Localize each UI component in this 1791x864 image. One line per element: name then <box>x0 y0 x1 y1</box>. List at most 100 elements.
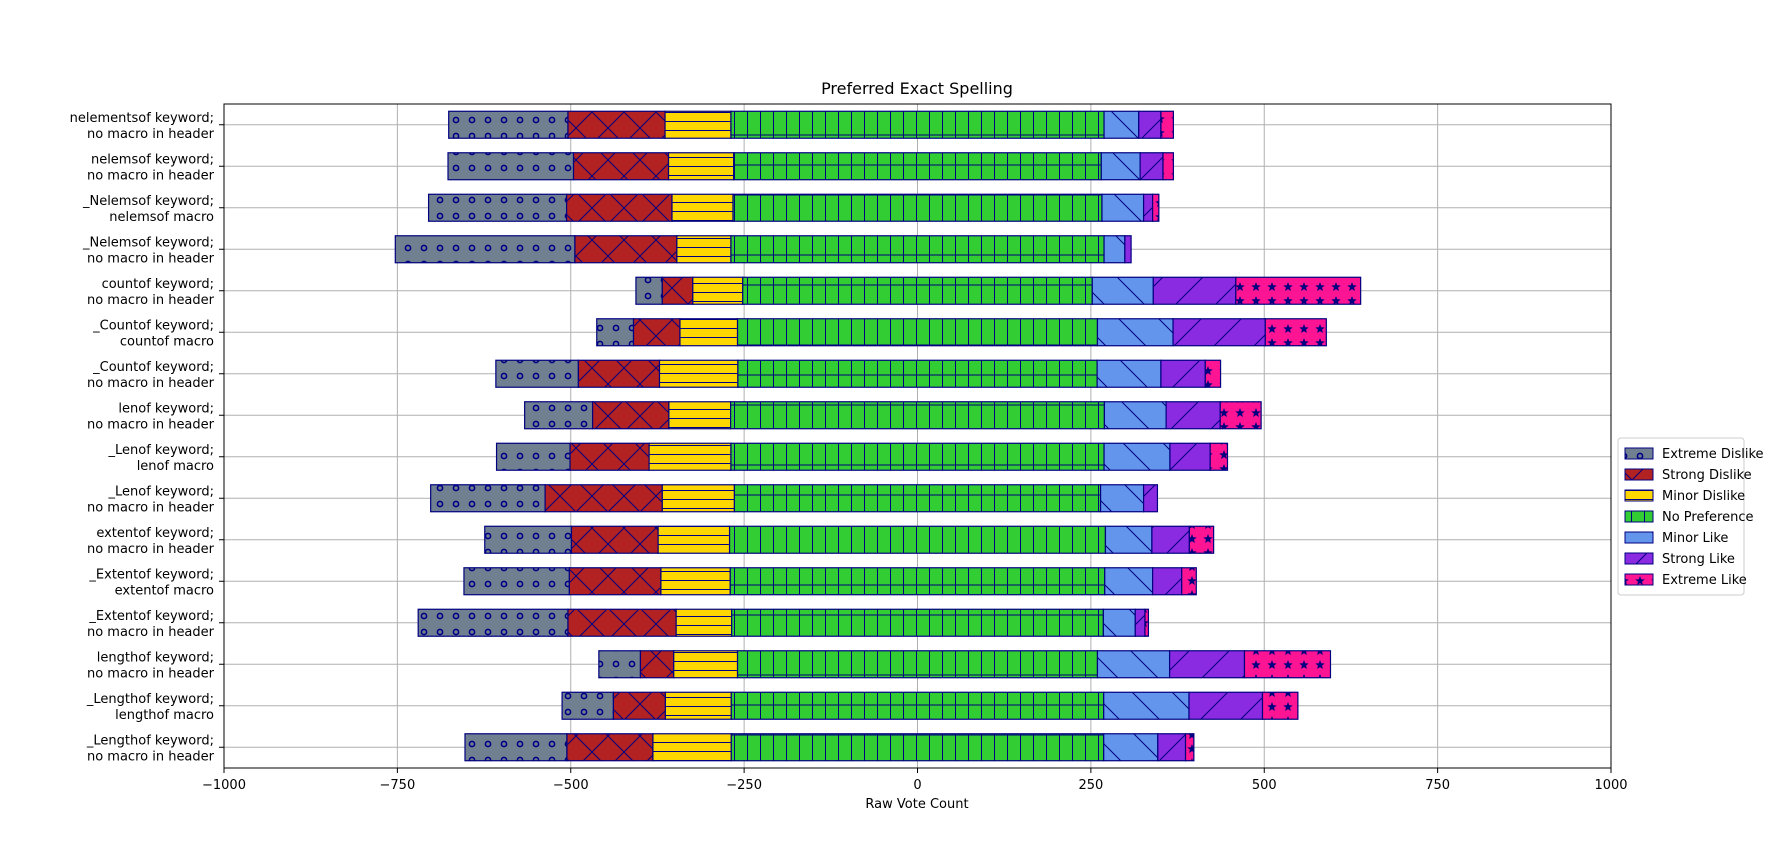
bar-segment <box>569 442 650 471</box>
bar-segment <box>673 650 739 679</box>
bar-segment <box>1103 442 1171 471</box>
bar-segment <box>484 525 573 554</box>
y-tick-label: _Nelemsof keyword; <box>82 235 214 250</box>
bar-segment <box>1235 276 1362 305</box>
bar-segment <box>1100 152 1141 181</box>
bar-segment <box>1162 152 1175 181</box>
bar-segment <box>574 235 678 264</box>
bar-segment <box>591 401 670 430</box>
bar-segment <box>1103 401 1167 430</box>
legend-label: Minor Like <box>1662 531 1728 546</box>
bar-segment <box>1188 525 1215 554</box>
bar-segment <box>639 650 675 679</box>
bar-segment <box>1151 525 1190 554</box>
bar-segment <box>1172 318 1266 347</box>
bar-segment <box>612 691 667 720</box>
bar-segment <box>1209 442 1229 471</box>
y-tick-label: _Countof keyword; <box>92 318 214 333</box>
bar-segment <box>567 110 666 139</box>
legend-swatch <box>1624 552 1654 565</box>
y-tick-label: _Nelemsof keyword; <box>82 194 214 209</box>
bar-segment <box>730 691 1105 720</box>
bar-segment <box>679 318 739 347</box>
x-tick-label: −500 <box>553 778 589 793</box>
bar-segment <box>1142 484 1159 513</box>
y-tick-label: lenof macro <box>137 459 214 474</box>
y-tick-label: _Countof keyword; <box>92 360 214 375</box>
bar-segment <box>1144 608 1150 637</box>
bar-segment <box>1104 525 1153 554</box>
y-tick-label: _Lengthof keyword; <box>86 733 214 748</box>
bar-segment <box>1134 608 1146 637</box>
bar-segment <box>1124 235 1132 264</box>
bar-segment <box>733 152 1102 181</box>
bar-segment <box>1157 733 1187 762</box>
x-axis-ticks: −1000 −750 −500 −250 0 250 500 750 1000 <box>202 768 1628 793</box>
bar-segment <box>661 276 694 305</box>
y-tick-label: lengthof keyword; <box>97 650 214 665</box>
bar-segment <box>1160 359 1206 388</box>
bar-segment <box>692 276 744 305</box>
y-tick-label: no macro in header <box>87 251 215 266</box>
bar-segment <box>1096 318 1174 347</box>
legend-label: Strong Like <box>1662 552 1735 567</box>
bar-segment <box>1103 733 1159 762</box>
legend-label: Extreme Like <box>1662 573 1747 588</box>
bar-segment <box>544 484 663 513</box>
bar-segment <box>524 401 594 430</box>
y-tick-label: no macro in header <box>87 417 215 432</box>
bar-segment <box>464 733 568 762</box>
bar-segment <box>1181 567 1197 596</box>
bar-segment <box>1139 152 1164 181</box>
bar-segment <box>732 193 1103 222</box>
legend-swatch <box>1624 468 1654 481</box>
bar-segment <box>632 318 681 347</box>
bar-segment <box>427 193 568 222</box>
bar-segment <box>1096 650 1171 679</box>
y-tick-label: no macro in header <box>87 500 215 515</box>
bar-segment <box>598 650 642 679</box>
bar-segment <box>736 650 1099 679</box>
y-tick-label: no macro in header <box>87 625 215 640</box>
y-tick-label: no macro in header <box>87 376 215 391</box>
y-axis-ticks: nelementsof keyword;no macro in headerne… <box>70 111 224 764</box>
legend-label: Strong Dislike <box>1662 468 1752 483</box>
bar-segment <box>447 152 575 181</box>
y-tick-label: extentof macro <box>115 583 214 598</box>
bar-segment <box>657 525 731 554</box>
bar-segment <box>448 110 569 139</box>
y-tick-label: _Extentof keyword; <box>88 609 214 624</box>
bar-segment <box>1160 110 1175 139</box>
x-tick-label: −750 <box>380 778 416 793</box>
bar-segment <box>1165 401 1221 430</box>
bar-segment <box>417 608 569 637</box>
bar-segment <box>1261 691 1299 720</box>
bars <box>394 110 1362 762</box>
y-tick-label: no macro in header <box>87 293 215 308</box>
bar-segment <box>1184 733 1195 762</box>
bar-segment <box>730 442 1105 471</box>
x-tick-label: −1000 <box>202 778 246 793</box>
bar-segment <box>729 567 1106 596</box>
bar-segment <box>1102 608 1136 637</box>
bar-segment <box>567 608 677 637</box>
y-tick-label: _Lenof keyword; <box>107 443 214 458</box>
bar-segment <box>394 235 576 264</box>
bar-segment <box>1243 650 1332 679</box>
y-tick-label: countof keyword; <box>102 277 214 292</box>
bar-segment <box>1103 235 1126 264</box>
bar-segment <box>570 525 659 554</box>
y-tick-label: lengthof macro <box>115 708 214 723</box>
legend-swatch <box>1624 489 1654 502</box>
bar-segment <box>1188 691 1264 720</box>
bar-segment <box>572 152 670 181</box>
legend: Extreme Dislike Strong Dislike Minor Disli… <box>1617 437 1764 596</box>
bar-segment <box>1101 193 1145 222</box>
y-tick-label: nelemsof keyword; <box>91 152 214 167</box>
bar-segment <box>1103 110 1140 139</box>
bar-segment <box>1138 110 1162 139</box>
legend-label: Minor Dislike <box>1662 489 1745 504</box>
x-tick-label: 1000 <box>1594 778 1627 793</box>
bar-segment <box>664 691 732 720</box>
x-tick-label: 250 <box>1078 778 1103 793</box>
